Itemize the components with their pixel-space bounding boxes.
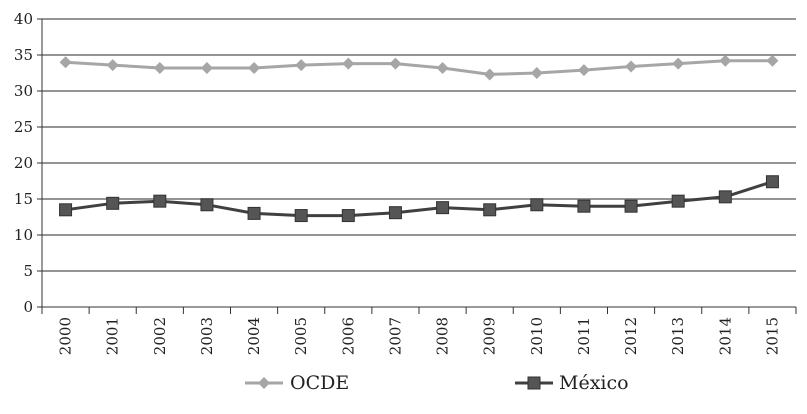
point-ocde-2006 [342,57,355,70]
y-tick-label-40: 40 [14,10,33,28]
y-tick-label-35: 35 [14,46,33,64]
point-mexico-2011 [577,199,591,213]
point-ocde-2003 [200,61,213,74]
point-mexico-2006 [341,209,355,223]
x-tick-label-2002: 2002 [151,317,169,355]
point-ocde-2009 [483,68,496,81]
legend-mexico-label: México [559,372,629,394]
point-ocde-2011 [577,64,590,77]
x-tick-label-2012: 2012 [622,317,640,355]
x-axis-ticks: 2000 2001 2002 2003 2004 2005 2006 2007 2008 2009… [41,307,797,355]
x-tick-label-2007: 2007 [386,317,404,355]
y-tick-label-30: 30 [14,82,33,100]
x-tick-label-2001: 2001 [104,317,122,355]
legend: OCDE México [245,372,629,394]
point-mexico-2000 [59,203,73,217]
legend-item-mexico: México [515,372,629,394]
y-tick-label-20: 20 [14,154,33,172]
x-tick-label-2000: 2000 [57,317,75,355]
point-mexico-2003 [200,198,214,212]
point-ocde-2007 [389,57,402,70]
legend-ocde-diamond-marker [258,377,270,389]
x-tick-label-2006: 2006 [339,317,357,355]
gridlines [42,18,796,272]
x-tick-label-2015: 2015 [763,317,781,355]
x-tick-label-2008: 2008 [434,317,452,355]
point-ocde-2002 [153,61,166,74]
point-mexico-2004 [247,206,261,220]
point-ocde-2012 [625,60,638,73]
point-ocde-2001 [106,59,119,72]
x-tick-label-2004: 2004 [245,317,263,355]
x-tick-label-2011: 2011 [575,317,593,355]
y-tick-label-5: 5 [23,262,33,280]
legend-item-ocde: OCDE [245,372,349,394]
point-mexico-2008 [436,201,450,215]
point-mexico-2015 [765,175,779,189]
point-mexico-2014 [718,190,732,204]
point-mexico-2002 [153,194,167,208]
point-ocde-2010 [530,67,543,79]
point-mexico-2013 [671,194,685,208]
x-tick-label-2010: 2010 [528,317,546,355]
point-mexico-2007 [388,206,402,220]
point-ocde-2000 [59,56,72,69]
point-mexico-2009 [483,203,497,217]
point-ocde-2013 [672,57,685,70]
series-lines [59,54,779,223]
x-tick-label-2014: 2014 [716,317,734,355]
y-tick-label-0: 0 [23,298,33,316]
x-tick-label-2005: 2005 [292,317,310,355]
x-tick-label-2003: 2003 [198,317,216,355]
x-tick-label-2013: 2013 [669,317,687,355]
point-ocde-2015 [766,54,779,67]
legend-mexico-square-marker [527,376,541,390]
point-mexico-2001 [106,196,120,210]
point-ocde-2008 [436,61,449,74]
point-mexico-2012 [624,199,638,213]
point-ocde-2014 [719,54,732,67]
series-line-ocde [65,59,773,76]
y-axis-ticks: 0 5 10 15 20 25 30 35 40 [14,10,42,316]
y-tick-label-25: 25 [14,118,33,136]
point-mexico-2010 [530,198,544,212]
point-mexico-2005 [294,209,308,223]
x-tick-label-2009: 2009 [481,317,499,355]
y-tick-label-15: 15 [14,190,33,208]
legend-ocde-label: OCDE [290,372,349,394]
y-tick-label-10: 10 [14,226,33,244]
point-ocde-2005 [295,59,308,72]
point-ocde-2004 [248,61,261,74]
series-line-mexico [65,180,773,218]
